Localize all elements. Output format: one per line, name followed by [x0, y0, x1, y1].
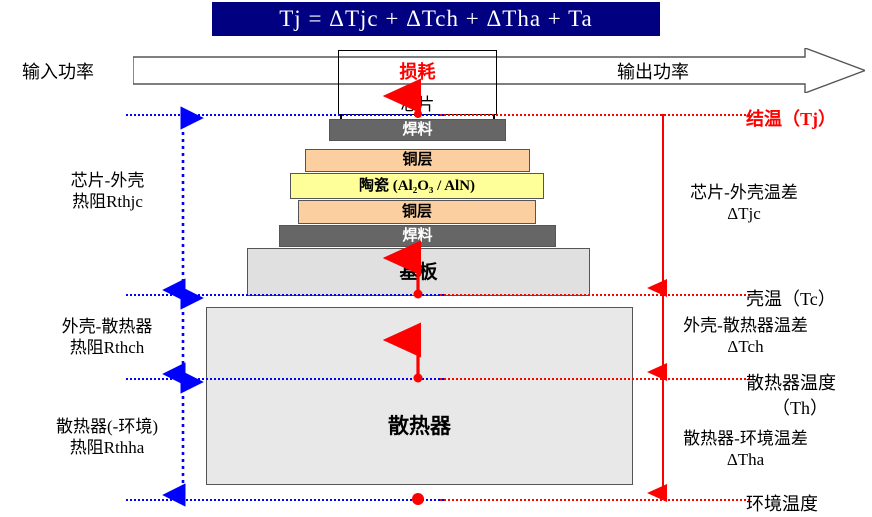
left-label-rthjc-line1: 芯片-外壳 — [70, 171, 145, 190]
layer-ceramic-label: 陶瓷 (Al₂O₃ / AlN) — [358, 177, 476, 194]
right-temp-th-symbol: （Th） — [772, 398, 828, 418]
left-label-rthjc-line2: 热阻Rthjc — [72, 192, 143, 212]
left-label-rthch-line2: 热阻Rthch — [69, 338, 145, 358]
right-delta-tch: 外壳-散热器温差 ΔTch — [658, 315, 833, 358]
right-delta-tjc: 芯片-外壳温差 ΔTjc — [664, 182, 824, 225]
layer-copper-bottom: 铜层 — [298, 200, 536, 224]
right-delta-tha-line1: 散热器-环境温差 — [683, 429, 808, 448]
left-label-rthha: 散热器(-环境) 热阻Rthha — [28, 416, 186, 459]
layer-copper-top-label: 铜层 — [402, 152, 433, 168]
left-label-rthch-line1: 外壳-散热器 — [61, 317, 153, 336]
ref-line-ta-blue — [126, 499, 444, 501]
layer-copper-bottom-label: 铜层 — [401, 203, 432, 220]
right-temp-tc: 壳温（Tc） — [746, 289, 836, 309]
input-power-label: 输入功率 — [22, 62, 94, 82]
right-temp-tj: 结温（Tj） — [746, 109, 836, 129]
layer-baseplate: 基板 — [247, 248, 590, 296]
output-power-label: 输出功率 — [617, 62, 689, 82]
right-delta-tha-line2: ΔTha — [726, 450, 765, 470]
layer-copper-top: 铜层 — [305, 149, 530, 172]
left-label-rthch: 外壳-散热器 热阻Rthch — [32, 316, 182, 359]
layer-baseplate-label: 基板 — [399, 261, 438, 283]
layer-solder-bottom-label: 焊料 — [402, 227, 433, 244]
left-label-rthha-line2: 热阻Rthha — [69, 438, 145, 458]
layer-heatsink-label: 散热器 — [388, 413, 451, 438]
power-flow-shape — [133, 48, 865, 93]
right-temp-ta: 环境温度 — [746, 494, 818, 514]
right-delta-tjc-line1: 芯片-外壳温差 — [690, 183, 798, 202]
layer-solder-top: 焊料 — [329, 119, 506, 141]
loss-label: 损耗 — [399, 62, 436, 82]
chip-label: 芯片 — [400, 95, 435, 114]
layer-heatsink: 散热器 — [206, 307, 633, 485]
ref-line-tc-blue — [126, 294, 444, 296]
ref-line-ta-red — [440, 499, 750, 501]
power-flow-arrow — [133, 48, 865, 93]
layer-ceramic: 陶瓷 (Al₂O₃ / AlN) — [290, 173, 544, 199]
ref-line-tj-red — [440, 114, 750, 116]
ref-line-tc-red — [440, 294, 750, 296]
left-label-rthha-line1: 散热器(-环境) — [56, 417, 158, 436]
layer-solder-top-label: 焊料 — [402, 121, 433, 138]
title-formula-text: Tj = ΔTjc + ΔTch + ΔTha + Ta — [279, 6, 593, 31]
ref-line-th-red — [440, 378, 750, 380]
right-temp-th: 散热器温度 — [746, 373, 836, 393]
right-delta-tch-line1: 外壳-散热器温差 — [683, 316, 808, 335]
ref-line-tj-blue — [126, 114, 444, 116]
ref-line-th-blue — [126, 378, 444, 380]
right-delta-tjc-line2: ΔTjc — [727, 204, 761, 224]
title-formula-bar: Tj = ΔTjc + ΔTch + ΔTha + Ta — [212, 2, 660, 36]
layer-solder-bottom: 焊料 — [279, 225, 556, 247]
right-delta-tha: 散热器-环境温差 ΔTha — [658, 428, 833, 471]
left-label-rthjc: 芯片-外壳 热阻Rthjc — [40, 170, 175, 213]
right-delta-tch-line2: ΔTch — [727, 337, 764, 357]
